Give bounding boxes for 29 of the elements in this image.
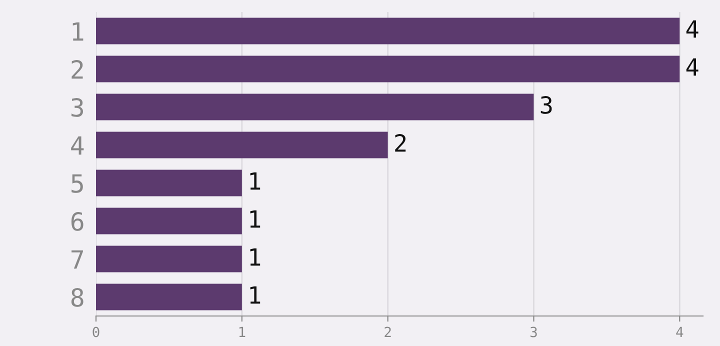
x-tick-label: 0 [92, 326, 100, 338]
data-label: 4 [686, 20, 698, 38]
data-label: 1 [250, 172, 260, 190]
y-tick-label: 8 [71, 288, 84, 307]
bar [96, 132, 388, 158]
y-tick-label: 1 [72, 22, 84, 41]
data-label: 1 [250, 210, 260, 228]
x-tick-label: 2 [384, 326, 391, 338]
x-tick-label: 1 [239, 326, 246, 338]
data-label: 4 [686, 58, 698, 76]
y-tick-label: 4 [71, 136, 84, 155]
y-tick-label: 5 [72, 174, 83, 193]
y-tick-label: 3 [72, 98, 84, 117]
x-tick-label: 4 [676, 326, 684, 338]
data-label: 1 [250, 248, 260, 266]
bar [96, 18, 680, 44]
bar [96, 170, 242, 196]
data-label: 1 [250, 286, 260, 304]
bar [96, 94, 534, 120]
x-tick-label: 3 [530, 326, 537, 338]
data-label: 3 [540, 96, 552, 114]
bar [96, 208, 242, 234]
bar [96, 284, 242, 310]
y-tick-label: 6 [71, 212, 84, 231]
bar [96, 246, 242, 272]
bar [96, 56, 680, 82]
y-tick-label: 7 [72, 250, 84, 269]
data-label: 2 [395, 134, 406, 152]
y-tick-label: 2 [72, 60, 83, 79]
